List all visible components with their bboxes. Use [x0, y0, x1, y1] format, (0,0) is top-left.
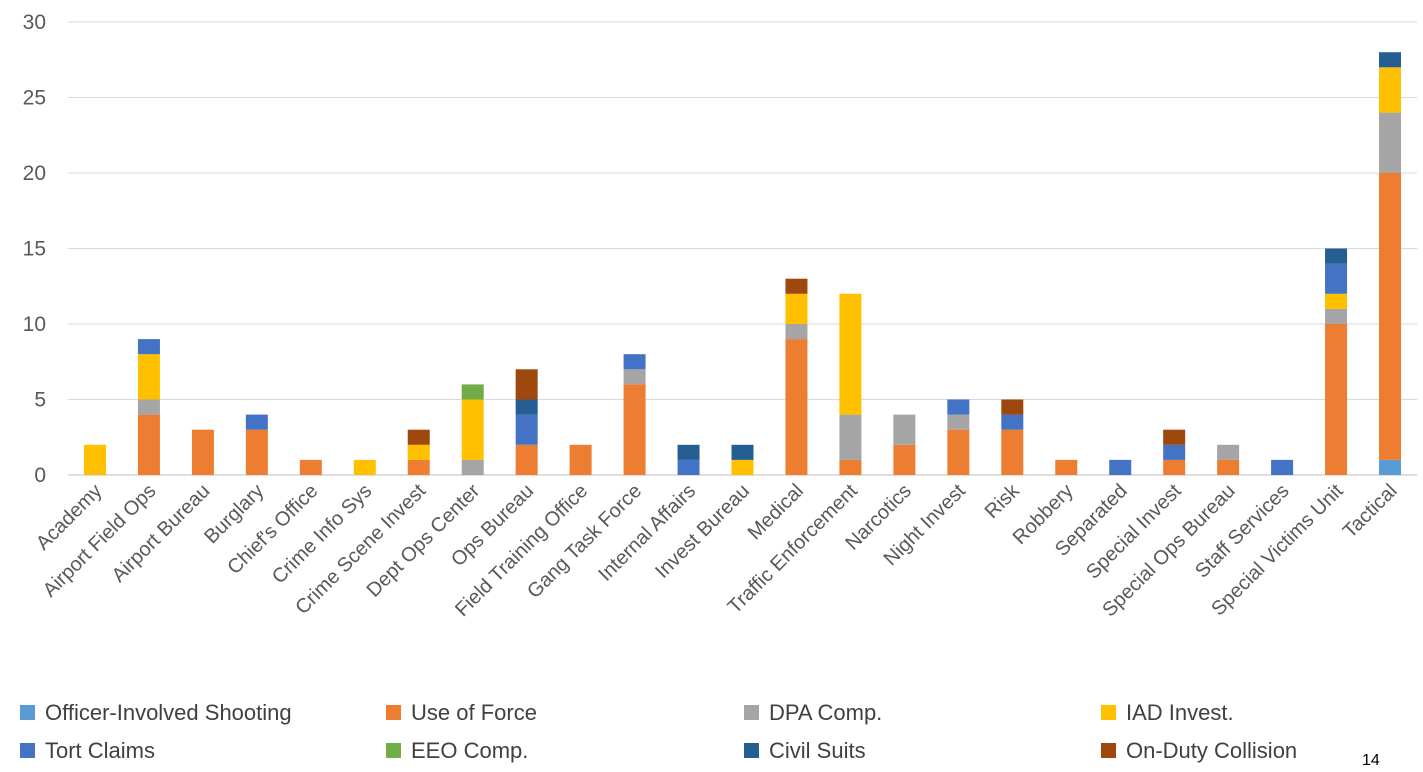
bar-segment	[1217, 444, 1240, 460]
bar-segment	[1379, 173, 1402, 460]
legend: Officer-Involved Shooting Use of Force DPA…	[20, 700, 1297, 763]
bar-segment	[731, 444, 754, 460]
bar-segment	[893, 414, 916, 445]
bar-segment	[1325, 293, 1348, 309]
bar-segment	[137, 339, 160, 355]
page-number: 14	[1362, 752, 1380, 769]
x-tick-label: Staff Services	[1191, 480, 1294, 583]
bar-segment	[137, 399, 160, 415]
y-tick-label: 0	[34, 464, 46, 487]
gridlines	[68, 21, 1417, 476]
bar-segment	[677, 444, 700, 460]
legend-swatch	[1101, 743, 1116, 758]
bar-segment	[407, 459, 430, 475]
x-tick-label: Special Invest	[1082, 480, 1186, 584]
bar-segment	[839, 293, 862, 415]
x-tick-label: Airport Bureau	[108, 480, 215, 587]
bar-segment	[83, 444, 106, 475]
bar-segment	[1217, 459, 1240, 475]
bar-segment	[461, 459, 484, 475]
bar-segment	[623, 354, 646, 370]
bar-segment	[569, 444, 592, 475]
bar-segment	[407, 444, 430, 460]
x-tick-label: Risk	[981, 479, 1025, 523]
bar-segment	[1001, 429, 1024, 475]
bar-segment	[893, 444, 916, 475]
legend-label: Use of Force	[411, 700, 537, 725]
bar-segment	[1379, 52, 1402, 68]
bar-segment	[245, 414, 268, 430]
bar-segment	[1379, 459, 1402, 475]
legend-label: IAD Invest.	[1126, 700, 1234, 725]
bar-segment	[1325, 324, 1348, 475]
bar-segment	[1001, 399, 1024, 415]
bar-segment	[1163, 459, 1186, 475]
bar-segment	[515, 414, 538, 445]
legend-swatch	[386, 743, 401, 758]
y-tick-label: 30	[23, 11, 46, 34]
bar-segment	[785, 278, 808, 294]
y-tick-label: 25	[23, 87, 46, 110]
legend-label: EEO Comp.	[411, 738, 528, 763]
bar-segment	[785, 339, 808, 475]
bar-segment	[677, 459, 700, 475]
legend-swatch	[744, 705, 759, 720]
bar-segment	[299, 459, 322, 475]
bar-segment	[947, 429, 970, 475]
y-axis-tick-labels: 0 5 10 15 20 25 30	[23, 11, 46, 487]
bar-segment	[1325, 308, 1348, 324]
bar-segment	[461, 384, 484, 400]
x-tick-label: Tactical	[1339, 480, 1402, 543]
bar-segment	[623, 384, 646, 475]
bar-segment	[785, 293, 808, 324]
legend-swatch	[744, 743, 759, 758]
bar-segment	[839, 459, 862, 475]
legend-swatch	[20, 705, 35, 720]
bar-segment	[515, 369, 538, 400]
y-tick-label: 15	[23, 238, 46, 261]
y-tick-label: 10	[23, 313, 46, 336]
legend-swatch	[1101, 705, 1116, 720]
legend-label: Officer-Involved Shooting	[45, 700, 292, 725]
legend-label: DPA Comp.	[769, 700, 882, 725]
bar-segment	[353, 459, 376, 475]
bar-segment	[731, 459, 754, 475]
x-tick-label: Internal Affairs	[594, 480, 700, 586]
bar-segment	[515, 444, 538, 475]
bar-segment	[1055, 459, 1078, 475]
legend-label: Civil Suits	[769, 738, 866, 763]
y-tick-label: 5	[34, 389, 46, 412]
x-tick-label: Invest Bureau	[651, 480, 754, 583]
bar-segment	[407, 429, 430, 445]
bar-segment	[1163, 429, 1186, 445]
bar-segment	[947, 414, 970, 430]
legend-label: On-Duty Collision	[1126, 738, 1297, 763]
bar-segment	[245, 429, 268, 475]
bar-segment	[1379, 112, 1402, 173]
y-tick-label: 20	[23, 162, 46, 185]
bar-segment	[137, 354, 160, 400]
bar-segment	[785, 324, 808, 340]
legend-swatch	[20, 743, 35, 758]
bar-segment	[137, 414, 160, 475]
legend-label: Tort Claims	[45, 738, 155, 763]
bar-segment	[1001, 414, 1024, 430]
bar-segment	[1325, 263, 1348, 294]
bar-segment	[1271, 459, 1294, 475]
bar-segment	[839, 414, 862, 460]
bar-segment	[1163, 444, 1186, 460]
bar-segment	[191, 429, 214, 475]
bar-segment	[1379, 67, 1402, 113]
bar-segment	[1109, 459, 1132, 475]
bars	[83, 52, 1402, 475]
bar-segment	[515, 399, 538, 415]
bar-segment	[623, 369, 646, 385]
legend-swatch	[386, 705, 401, 720]
bar-segment	[1325, 248, 1348, 264]
bar-segment	[461, 399, 484, 460]
bar-segment	[947, 399, 970, 415]
